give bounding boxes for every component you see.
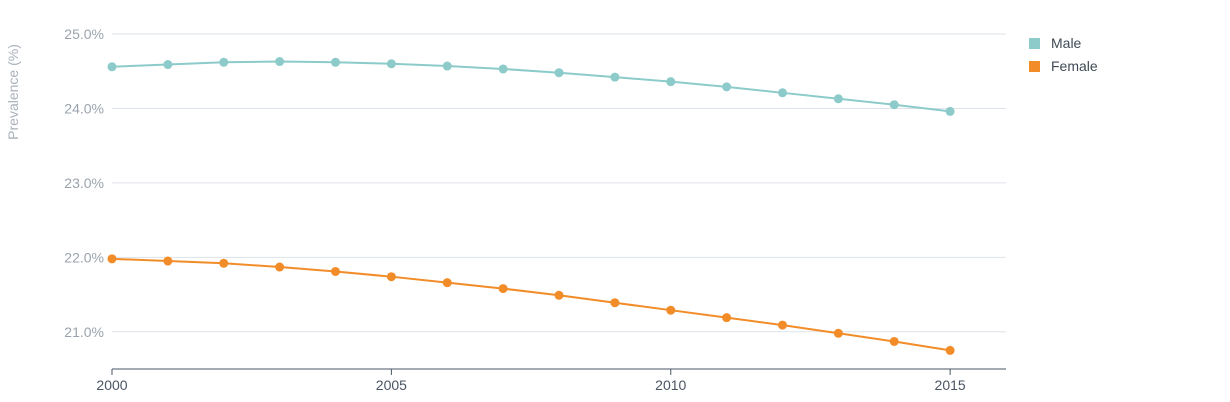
x-tick-label: 2000 <box>96 377 127 393</box>
x-tick-label: 2015 <box>935 377 966 393</box>
y-tick-label: 22.0% <box>64 249 104 265</box>
data-point-male <box>386 59 396 69</box>
data-point-female <box>331 266 340 276</box>
data-point-male <box>331 57 340 67</box>
data-point-female <box>778 320 787 330</box>
data-point-female <box>610 298 620 308</box>
data-point-male <box>778 88 787 98</box>
data-point-male <box>554 68 564 78</box>
data-point-female <box>275 262 285 272</box>
data-point-female <box>666 305 676 315</box>
data-point-female <box>386 272 396 282</box>
data-point-male <box>889 100 899 110</box>
data-point-male <box>945 106 955 116</box>
y-axis-title: Prevalence (%) <box>5 44 21 140</box>
data-point-female <box>945 345 955 355</box>
data-point-male <box>666 77 676 87</box>
data-point-female <box>889 336 899 346</box>
data-point-female <box>107 254 117 264</box>
legend[interactable]: Male Female <box>1029 35 1098 74</box>
data-point-female <box>442 278 452 288</box>
data-point-female <box>498 284 508 294</box>
data-point-male <box>219 57 229 67</box>
y-tick-label: 25.0% <box>64 26 104 42</box>
legend-label-male[interactable]: Male <box>1051 35 1082 51</box>
data-point-male <box>498 64 508 74</box>
data-point-female <box>722 313 732 323</box>
data-point-male <box>610 72 620 82</box>
data-point-female <box>163 256 173 266</box>
data-point-male <box>722 82 732 92</box>
y-tick-label: 21.0% <box>64 324 104 340</box>
data-point-male <box>163 60 173 70</box>
legend-swatch-male[interactable] <box>1029 38 1040 49</box>
legend-swatch-female[interactable] <box>1029 61 1040 72</box>
data-point-female <box>833 328 843 338</box>
data-point-male <box>442 61 452 71</box>
y-tick-label: 23.0% <box>64 175 104 191</box>
y-tick-label: 24.0% <box>64 100 104 116</box>
grid-lines <box>112 33 1006 333</box>
series-lines <box>107 57 955 355</box>
data-point-male <box>107 62 117 72</box>
series-line-male <box>111 60 951 113</box>
series-line-female <box>111 257 951 352</box>
legend-label-female[interactable]: Female <box>1051 58 1098 74</box>
x-tick-label: 2010 <box>655 377 686 393</box>
data-point-female <box>219 258 229 268</box>
data-point-male <box>833 94 843 104</box>
x-axis: 2000 2005 2010 2015 <box>96 368 1006 393</box>
x-tick-label: 2005 <box>376 377 407 393</box>
y-axis-ticks: 21.0% 22.0% 23.0% 24.0% 25.0% <box>64 26 104 340</box>
data-point-male <box>275 57 285 67</box>
data-point-female <box>554 290 564 300</box>
